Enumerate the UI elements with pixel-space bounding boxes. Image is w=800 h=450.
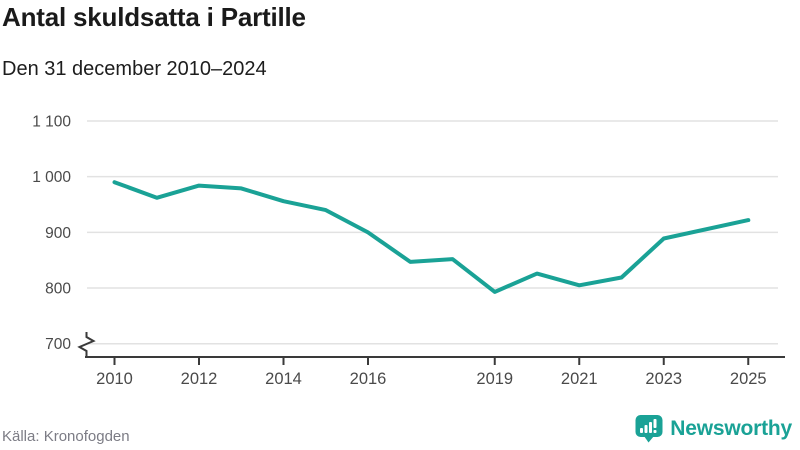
chart-title: Antal skuldsatta i Partille	[2, 2, 306, 32]
y-axis-tick-label: 1 000	[32, 169, 71, 186]
chart-subtitle: Den 31 december 2010–2024	[2, 58, 267, 80]
x-axis-tick-label: 2021	[561, 370, 598, 388]
source-note: Källa: Kronofogden	[2, 428, 130, 445]
y-axis-tick-label: 800	[45, 281, 71, 298]
data-line-series	[112, 180, 751, 294]
y-axis-tick-label: 900	[45, 225, 71, 242]
x-axis-tick-label: 2025	[730, 370, 767, 388]
newsworthy-logo: Newsworthy	[635, 414, 792, 443]
x-axis-tick-label: 2016	[350, 370, 387, 388]
axis-break-icon	[77, 332, 96, 356]
x-axis-tick-label: 2012	[181, 370, 218, 388]
newsworthy-logo-icon	[635, 415, 663, 443]
x-axis-tick-label: 2010	[96, 370, 133, 388]
y-axis-tick-label: 700	[45, 336, 71, 353]
x-axis-tick-label: 2019	[476, 370, 513, 388]
newsworthy-wordmark: Newsworthy	[670, 416, 792, 440]
y-axis-tick-label: 1 100	[32, 114, 71, 131]
x-axis-tick-label: 2023	[645, 370, 682, 388]
x-axis-tick-label: 2014	[265, 370, 302, 388]
